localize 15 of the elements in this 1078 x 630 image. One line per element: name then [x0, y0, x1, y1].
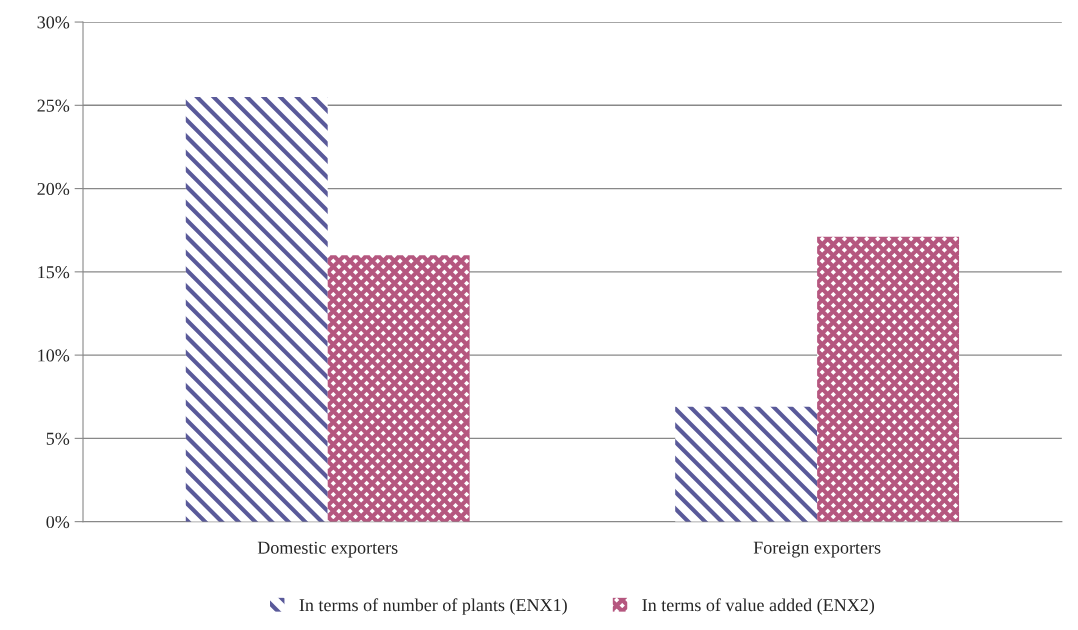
bar	[675, 406, 818, 522]
x-tick-label: Domestic exporters	[257, 541, 398, 558]
legend-label: In terms of number of plants (ENX1)	[299, 598, 567, 615]
bar	[817, 236, 960, 522]
y-tick-label: 30%	[37, 16, 70, 29]
bar	[327, 255, 470, 522]
y-tick-label: 10%	[38, 349, 70, 362]
y-tick-label: 15%	[38, 266, 70, 279]
y-tick-label: 0%	[46, 515, 70, 529]
y-tick-label: 20%	[37, 182, 70, 196]
legend-label: In terms of value added (ENX2)	[642, 598, 875, 615]
bar	[185, 96, 328, 522]
y-tick-label: 5%	[46, 432, 70, 445]
x-tick-label: Foreign exporters	[753, 541, 881, 558]
y-tick-label: 25%	[37, 99, 70, 112]
